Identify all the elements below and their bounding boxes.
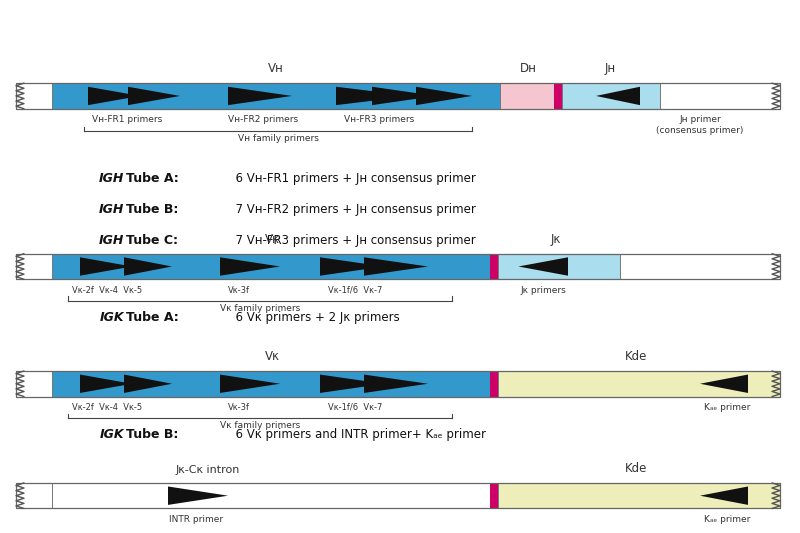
Text: 7 Vʜ-FR3 primers + Jʜ consensus primer: 7 Vʜ-FR3 primers + Jʜ consensus primer: [228, 234, 476, 247]
Text: Jκ primers: Jκ primers: [520, 286, 566, 295]
Bar: [490, 254, 498, 279]
Polygon shape: [700, 375, 748, 393]
Text: Tube A:: Tube A:: [126, 311, 183, 324]
Bar: [52, 483, 490, 508]
Bar: [52, 83, 500, 109]
Polygon shape: [80, 375, 132, 393]
Text: Kde: Kde: [625, 350, 647, 363]
Text: Vκ-3f: Vκ-3f: [228, 286, 250, 295]
Text: Vʜ family primers: Vʜ family primers: [238, 134, 319, 143]
Bar: [16, 254, 780, 279]
Polygon shape: [700, 487, 748, 505]
Bar: [16, 483, 52, 508]
Bar: [498, 254, 620, 279]
Bar: [620, 254, 780, 279]
Bar: [498, 483, 780, 508]
Text: Jκ: Jκ: [551, 233, 561, 246]
Polygon shape: [124, 257, 172, 276]
Polygon shape: [336, 87, 412, 105]
Text: Vκ: Vκ: [265, 350, 279, 363]
Text: 7 Vʜ-FR2 primers + Jʜ consensus primer: 7 Vʜ-FR2 primers + Jʜ consensus primer: [228, 203, 476, 216]
Bar: [562, 83, 660, 109]
Text: Vʜ-FR2 primers: Vʜ-FR2 primers: [228, 115, 298, 124]
Polygon shape: [220, 257, 280, 276]
Polygon shape: [596, 87, 640, 105]
Text: IGK: IGK: [99, 311, 124, 324]
Polygon shape: [372, 87, 436, 105]
Text: Jκ-Cκ intron: Jκ-Cκ intron: [176, 465, 240, 475]
Bar: [16, 83, 780, 109]
Bar: [16, 83, 52, 109]
Text: Kde: Kde: [625, 462, 647, 475]
Text: Vκ-3f: Vκ-3f: [228, 403, 250, 412]
Bar: [52, 254, 492, 279]
Bar: [500, 83, 556, 109]
Text: Vκ-2f  Vκ-4  Vκ-5: Vκ-2f Vκ-4 Vκ-5: [72, 403, 142, 412]
Text: Vκ family primers: Vκ family primers: [220, 421, 300, 430]
Polygon shape: [80, 257, 132, 276]
Bar: [52, 371, 492, 397]
Polygon shape: [228, 87, 292, 105]
Polygon shape: [220, 375, 280, 393]
Polygon shape: [364, 257, 428, 276]
Text: INTR primer: INTR primer: [169, 515, 223, 524]
Bar: [16, 371, 52, 397]
Text: Tube A:: Tube A:: [126, 172, 183, 185]
Bar: [16, 254, 52, 279]
Text: 6 Vʜ-FR1 primers + Jʜ consensus primer: 6 Vʜ-FR1 primers + Jʜ consensus primer: [228, 172, 476, 185]
Bar: [16, 371, 780, 397]
Text: Vκ-1f/6  Vκ-7: Vκ-1f/6 Vκ-7: [328, 403, 382, 412]
Bar: [660, 83, 780, 109]
Polygon shape: [128, 87, 180, 105]
Bar: [498, 371, 780, 397]
Text: IGH: IGH: [98, 234, 124, 247]
Bar: [554, 83, 562, 109]
Polygon shape: [320, 257, 384, 276]
Polygon shape: [416, 87, 472, 105]
Polygon shape: [168, 487, 228, 505]
Text: IGH: IGH: [98, 203, 124, 216]
Polygon shape: [518, 257, 568, 276]
Text: Tube B:: Tube B:: [126, 203, 183, 216]
Text: Tube C:: Tube C:: [126, 234, 182, 247]
Text: 6 Vκ primers and INTR primer+ Kₐₑ primer: 6 Vκ primers and INTR primer+ Kₐₑ primer: [228, 428, 486, 441]
Text: IGK: IGK: [99, 428, 124, 441]
Polygon shape: [88, 87, 140, 105]
Text: Jʜ primer
(consensus primer): Jʜ primer (consensus primer): [656, 115, 744, 134]
Polygon shape: [320, 375, 384, 393]
Bar: [490, 483, 498, 508]
Polygon shape: [364, 375, 428, 393]
Text: 6 Vκ primers + 2 Jκ primers: 6 Vκ primers + 2 Jκ primers: [228, 311, 400, 324]
Text: Jʜ: Jʜ: [605, 62, 616, 75]
Text: IGH: IGH: [98, 172, 124, 185]
Bar: [490, 371, 498, 397]
Text: Dʜ: Dʜ: [519, 62, 537, 75]
Text: Vʜ: Vʜ: [268, 62, 284, 75]
Text: Vʜ-FR1 primers: Vʜ-FR1 primers: [92, 115, 162, 124]
Text: Kₐₑ primer: Kₐₑ primer: [704, 515, 750, 524]
Polygon shape: [124, 375, 172, 393]
Text: Vκ family primers: Vκ family primers: [220, 304, 300, 313]
Text: Vκ: Vκ: [265, 233, 279, 246]
Text: Vκ-2f  Vκ-4  Vκ-5: Vκ-2f Vκ-4 Vκ-5: [72, 286, 142, 295]
Bar: [16, 483, 780, 508]
Text: Vʜ-FR3 primers: Vʜ-FR3 primers: [344, 115, 414, 124]
Text: Vκ-1f/6  Vκ-7: Vκ-1f/6 Vκ-7: [328, 286, 382, 295]
Text: Kₐₑ primer: Kₐₑ primer: [704, 403, 750, 412]
Text: Tube B:: Tube B:: [126, 428, 183, 441]
